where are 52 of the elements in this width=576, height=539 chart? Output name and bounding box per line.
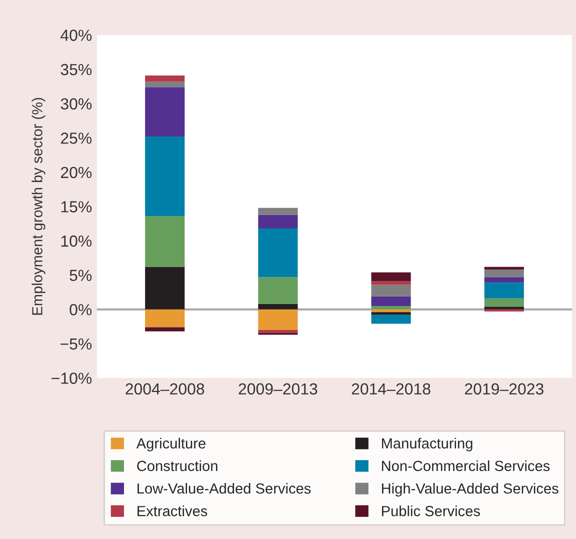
x-tick-label: 2004–2008 xyxy=(126,383,204,395)
y-tick-label: 25% xyxy=(60,132,92,144)
bar xyxy=(371,314,411,324)
bar xyxy=(145,82,185,88)
bar xyxy=(258,330,298,333)
bar xyxy=(145,266,185,310)
bar xyxy=(484,306,524,310)
bar xyxy=(371,272,411,282)
y-tick-label: 10% xyxy=(61,235,92,247)
y-tick-label: 35% xyxy=(60,64,92,76)
bar xyxy=(258,304,298,310)
bar xyxy=(145,87,185,137)
y-tick-label: −10% xyxy=(52,372,92,384)
legend-label: Public Services xyxy=(382,506,480,516)
bar xyxy=(484,266,524,270)
y-tick-label: 20% xyxy=(60,166,92,178)
legend-label: Agriculture xyxy=(136,438,206,452)
bar xyxy=(484,282,524,298)
y-tick-label: 0% xyxy=(70,304,92,316)
bar xyxy=(258,228,298,278)
y-tick-label: −5% xyxy=(60,338,92,350)
bar xyxy=(371,306,411,310)
x-tick-label: 2019–2023 xyxy=(464,383,544,395)
bar xyxy=(258,208,298,215)
y-tick-label: 40% xyxy=(60,30,92,41)
x-tick-label: 2009–2013 xyxy=(238,383,318,395)
bar xyxy=(145,136,185,216)
bar xyxy=(258,277,298,304)
bar xyxy=(484,270,524,278)
y-axis-title: Employment growth by sector (%) xyxy=(32,98,46,315)
legend-label: High-Value-Added Services xyxy=(382,482,558,497)
bar xyxy=(371,312,411,315)
bar xyxy=(145,309,185,328)
legend-label: Extractives xyxy=(138,506,208,516)
legend-label: Construction xyxy=(137,460,218,472)
bar xyxy=(258,214,298,228)
bar xyxy=(258,309,298,330)
y-tick-label: 15% xyxy=(61,201,92,212)
y-tick-label: 30% xyxy=(60,98,92,110)
bar xyxy=(145,327,185,332)
y-tick-label: 5% xyxy=(70,270,92,282)
x-tick-label: 2014–2018 xyxy=(352,383,430,395)
legend-label: Non-Commercial Services xyxy=(382,460,550,472)
bar xyxy=(371,296,411,306)
bar xyxy=(371,284,411,296)
legend-label: Manufacturing xyxy=(382,438,472,452)
bar xyxy=(145,216,185,267)
bar xyxy=(484,298,524,307)
bar xyxy=(484,277,524,283)
bar xyxy=(371,309,411,312)
legend-label: Low-Value-Added Services xyxy=(138,482,311,494)
bar xyxy=(145,75,185,82)
